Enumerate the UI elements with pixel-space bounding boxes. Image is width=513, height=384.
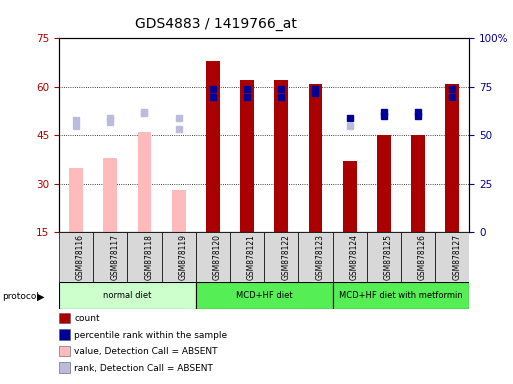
FancyBboxPatch shape bbox=[264, 232, 299, 282]
Bar bbox=[69, 168, 83, 232]
Text: GSM878123: GSM878123 bbox=[315, 234, 325, 280]
Bar bbox=[332, 282, 469, 309]
Text: value, Detection Call = ABSENT: value, Detection Call = ABSENT bbox=[74, 347, 218, 356]
Bar bbox=[309, 84, 322, 232]
FancyBboxPatch shape bbox=[401, 232, 435, 282]
Bar bbox=[137, 132, 151, 232]
Bar bbox=[59, 282, 196, 309]
FancyBboxPatch shape bbox=[59, 232, 93, 282]
Text: GSM878127: GSM878127 bbox=[452, 234, 461, 280]
Bar bbox=[196, 282, 332, 309]
FancyBboxPatch shape bbox=[367, 232, 401, 282]
Text: rank, Detection Call = ABSENT: rank, Detection Call = ABSENT bbox=[74, 364, 213, 373]
Text: GSM878116: GSM878116 bbox=[76, 234, 85, 280]
Text: GSM878117: GSM878117 bbox=[110, 234, 120, 280]
FancyBboxPatch shape bbox=[196, 232, 230, 282]
FancyBboxPatch shape bbox=[299, 232, 332, 282]
Text: MCD+HF diet with metformin: MCD+HF diet with metformin bbox=[339, 291, 463, 300]
Bar bbox=[104, 158, 117, 232]
Text: GSM878124: GSM878124 bbox=[350, 234, 359, 280]
Text: GSM878118: GSM878118 bbox=[145, 234, 153, 280]
Text: GDS4883 / 1419766_at: GDS4883 / 1419766_at bbox=[134, 17, 297, 31]
Bar bbox=[411, 136, 425, 232]
Text: ▶: ▶ bbox=[37, 291, 45, 301]
Bar bbox=[343, 161, 357, 232]
Bar bbox=[377, 136, 391, 232]
Text: normal diet: normal diet bbox=[103, 291, 151, 300]
Text: GSM878120: GSM878120 bbox=[213, 234, 222, 280]
Text: GSM878119: GSM878119 bbox=[179, 234, 188, 280]
Bar bbox=[445, 84, 459, 232]
FancyBboxPatch shape bbox=[332, 232, 367, 282]
FancyBboxPatch shape bbox=[93, 232, 127, 282]
Bar bbox=[240, 80, 254, 232]
Text: protocol: protocol bbox=[3, 292, 40, 301]
Text: MCD+HF diet: MCD+HF diet bbox=[236, 291, 292, 300]
Text: GSM878125: GSM878125 bbox=[384, 234, 393, 280]
FancyBboxPatch shape bbox=[230, 232, 264, 282]
Text: count: count bbox=[74, 314, 100, 323]
Bar bbox=[206, 61, 220, 232]
Text: GSM878122: GSM878122 bbox=[281, 234, 290, 280]
Text: GSM878126: GSM878126 bbox=[418, 234, 427, 280]
FancyBboxPatch shape bbox=[127, 232, 162, 282]
Text: GSM878121: GSM878121 bbox=[247, 234, 256, 280]
Text: percentile rank within the sample: percentile rank within the sample bbox=[74, 331, 227, 340]
Bar bbox=[274, 80, 288, 232]
FancyBboxPatch shape bbox=[162, 232, 196, 282]
Bar bbox=[172, 190, 186, 232]
FancyBboxPatch shape bbox=[435, 232, 469, 282]
